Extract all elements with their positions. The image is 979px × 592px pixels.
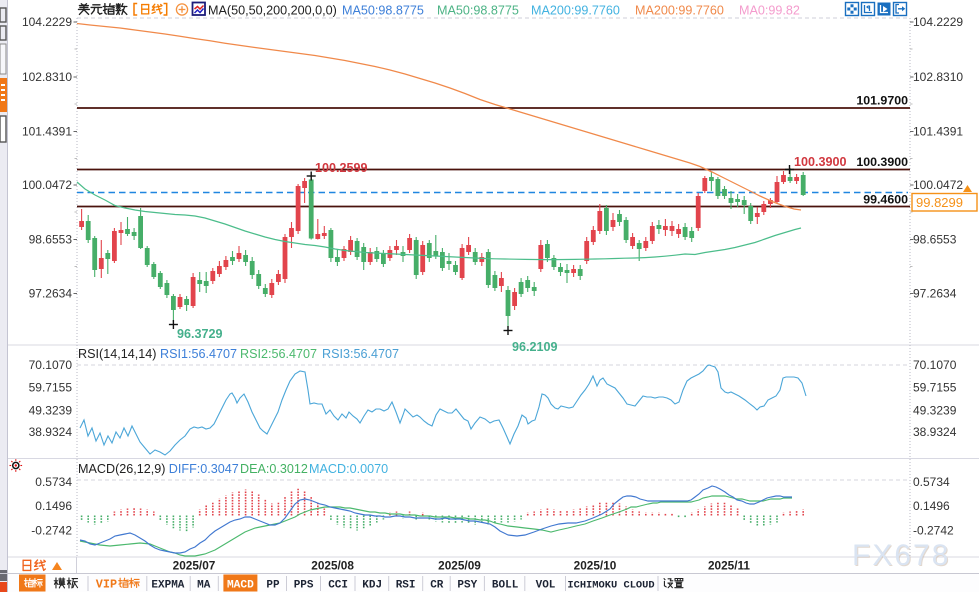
svg-text:RSI3:56.4707: RSI3:56.4707: [322, 347, 399, 361]
svg-text:97.2634: 97.2634: [29, 287, 73, 301]
svg-text:RSI2:56.4707: RSI2:56.4707: [240, 347, 317, 361]
svg-text:101.4391: 101.4391: [22, 125, 72, 139]
svg-text:70.1070: 70.1070: [913, 358, 957, 372]
svg-text:98.6553: 98.6553: [29, 233, 73, 247]
svg-text:2025/09: 2025/09: [438, 559, 481, 573]
svg-text:102.8310: 102.8310: [913, 70, 963, 84]
svg-text:100.2599: 100.2599: [315, 161, 368, 175]
svg-text:38.9324: 38.9324: [913, 425, 957, 439]
svg-text:2025/10: 2025/10: [574, 559, 617, 573]
svg-text:MA: MA: [197, 579, 211, 591]
svg-text:FX678: FX678: [852, 539, 950, 572]
svg-text:-0.2742: -0.2742: [913, 524, 954, 538]
svg-text:CCI: CCI: [328, 579, 348, 591]
svg-text:FX678: FX678: [853, 540, 951, 573]
svg-text:0.1496: 0.1496: [35, 499, 72, 513]
svg-text:2025/08: 2025/08: [311, 559, 354, 573]
svg-text:EXPMA: EXPMA: [151, 579, 184, 591]
svg-text:96.3729: 96.3729: [177, 327, 223, 341]
svg-text:70.1070: 70.1070: [29, 358, 73, 372]
svg-text:DIFF:0.3047: DIFF:0.3047: [169, 462, 239, 476]
svg-text:PSY: PSY: [457, 579, 477, 591]
svg-text:MA200:99.7760: MA200:99.7760: [635, 4, 724, 18]
svg-text:MA50:98.8775: MA50:98.8775: [342, 4, 424, 18]
svg-text:RSI(14,14,14): RSI(14,14,14): [78, 347, 156, 361]
svg-text:0.5734: 0.5734: [913, 475, 950, 489]
svg-text:VIP: VIP: [96, 578, 117, 592]
svg-text:99.8299: 99.8299: [916, 195, 963, 210]
svg-text:-0.2742: -0.2742: [31, 524, 72, 538]
svg-text:RSI1:56.4707: RSI1:56.4707: [160, 347, 237, 361]
svg-text:100.0472: 100.0472: [913, 178, 963, 192]
svg-text:KDJ: KDJ: [362, 579, 382, 591]
svg-text:96.2109: 96.2109: [512, 340, 558, 354]
svg-text:RSI: RSI: [396, 579, 416, 591]
svg-text:104.2229: 104.2229: [22, 15, 72, 29]
svg-text:MA50:98.8775: MA50:98.8775: [437, 4, 519, 18]
svg-text:59.7155: 59.7155: [29, 381, 73, 395]
svg-text:MACD: MACD: [227, 579, 254, 591]
svg-text:MA(50,50,200,200,0,0): MA(50,50,200,200,0,0): [208, 4, 337, 18]
svg-text:ICHIMOKU CLOUD: ICHIMOKU CLOUD: [567, 579, 654, 591]
svg-text:101.9700: 101.9700: [856, 94, 908, 108]
svg-text:MA0:99.82: MA0:99.82: [739, 4, 800, 18]
svg-text:2025/07: 2025/07: [173, 559, 216, 573]
svg-text:PP: PP: [266, 579, 280, 591]
svg-text:MACD:0.0070: MACD:0.0070: [309, 462, 388, 476]
svg-text:104.2229: 104.2229: [913, 15, 963, 29]
svg-text:0.1496: 0.1496: [913, 499, 950, 513]
svg-text:99.4600: 99.4600: [863, 193, 908, 207]
svg-text:49.3239: 49.3239: [913, 404, 957, 418]
svg-text:0.5734: 0.5734: [35, 475, 72, 489]
svg-text:49.3239: 49.3239: [29, 404, 73, 418]
svg-text:PPS: PPS: [294, 579, 314, 591]
svg-text:59.7155: 59.7155: [913, 381, 957, 395]
svg-text:DEA:0.3012: DEA:0.3012: [240, 462, 308, 476]
svg-text:2025/11: 2025/11: [708, 559, 750, 573]
svg-text:MACD(26,12,9): MACD(26,12,9): [78, 462, 166, 476]
svg-text:MA200:99.7760: MA200:99.7760: [531, 4, 620, 18]
svg-text:38.9324: 38.9324: [29, 425, 73, 439]
svg-text:100.3900: 100.3900: [794, 155, 847, 169]
svg-text:BOLL: BOLL: [492, 579, 519, 591]
svg-text:100.3900: 100.3900: [856, 155, 908, 169]
svg-text:97.2634: 97.2634: [913, 287, 957, 301]
svg-text:101.4391: 101.4391: [913, 125, 963, 139]
svg-text:102.8310: 102.8310: [22, 70, 72, 84]
svg-text:CR: CR: [430, 579, 444, 591]
svg-text:100.0472: 100.0472: [22, 178, 72, 192]
svg-text:VOL: VOL: [536, 579, 556, 591]
svg-text:98.6553: 98.6553: [913, 233, 957, 247]
